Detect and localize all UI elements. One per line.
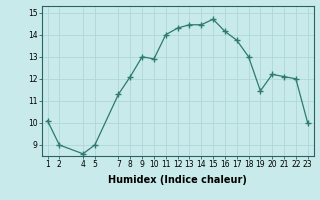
X-axis label: Humidex (Indice chaleur): Humidex (Indice chaleur) (108, 175, 247, 185)
